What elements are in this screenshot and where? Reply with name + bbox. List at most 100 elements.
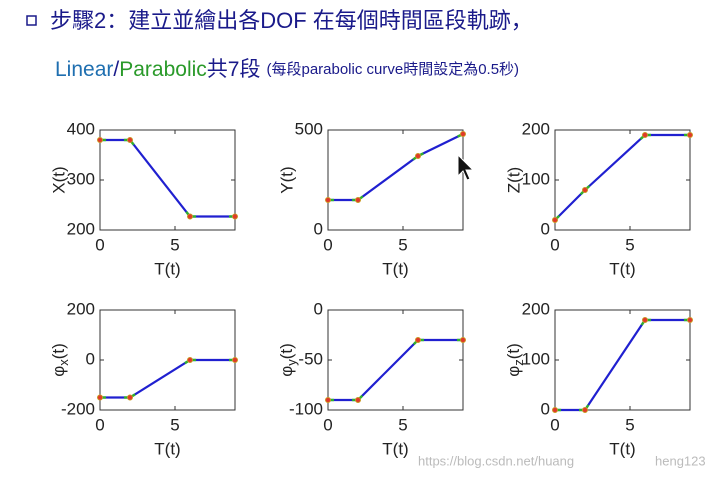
- y-tick-label: -50: [298, 349, 323, 368]
- x-tick-label: 5: [398, 415, 407, 434]
- knot-marker: [642, 131, 649, 138]
- x-axis-label: T(t): [382, 439, 408, 458]
- knot-marker: [414, 152, 421, 159]
- line: [555, 318, 690, 412]
- line: [328, 338, 463, 402]
- y-tick-label: 400: [67, 119, 95, 138]
- y-axis-label: φz(t): [504, 343, 526, 377]
- y-label-rest: (t): [504, 343, 523, 359]
- y-axis-label: φx(t): [49, 343, 71, 377]
- subtitle-linear: Linear: [55, 58, 113, 81]
- knot-marker: [582, 406, 589, 413]
- y-tick-label: 0: [314, 299, 323, 318]
- x-tick-label: 5: [625, 415, 634, 434]
- x-tick-label: 5: [170, 415, 179, 434]
- slide-title: 步驟2：建立並繪出各DOF 在每個時間區段軌跡，: [50, 8, 533, 33]
- x-tick-label: 0: [550, 235, 559, 254]
- chart: -100 -50 0 0 5 T(t) φy(t): [277, 299, 466, 458]
- y-label-subscript: x: [56, 359, 71, 366]
- line: [100, 358, 235, 399]
- y-label-subscript: z: [511, 359, 526, 366]
- line: [554, 133, 690, 221]
- plot-frame: [327, 309, 464, 411]
- y-axis-label: φy(t): [277, 343, 299, 377]
- x-tick-label: 0: [95, 415, 104, 434]
- x-tick-label: 5: [625, 235, 634, 254]
- y-label-symbol: φ: [277, 366, 296, 377]
- knot-marker: [582, 186, 589, 193]
- cursor: [457, 153, 475, 181]
- y-tick-label: 200: [522, 299, 550, 318]
- x-tick-label: 0: [550, 415, 559, 434]
- y-tick-label: 100: [522, 349, 550, 368]
- x-axis-label: T(t): [154, 439, 180, 458]
- line: [100, 138, 235, 218]
- knot-marker: [552, 406, 559, 413]
- knot-marker: [127, 136, 134, 143]
- knot-marker: [127, 394, 134, 401]
- y-label-rest: (t): [49, 343, 68, 359]
- y-tick-label: 0: [86, 349, 95, 368]
- knot-marker: [459, 336, 466, 343]
- y-tick-label: 200: [522, 119, 550, 138]
- y-tick-label: -200: [61, 399, 95, 418]
- y-tick-label: -100: [289, 399, 323, 418]
- subtitle-count: 共7段: [207, 58, 261, 81]
- knot-marker: [414, 336, 421, 343]
- knot-marker: [324, 396, 331, 403]
- knot-marker: [97, 394, 104, 401]
- y-label-symbol: φ: [504, 366, 523, 377]
- x-axis-label: T(t): [609, 259, 635, 278]
- y-axis-label: X(t): [49, 166, 68, 193]
- chart: 0 100 200 0 5 T(t) Z(t): [504, 119, 694, 278]
- plot-frame: [554, 129, 691, 231]
- chart: 0 500 0 5 T(t) Y(t): [277, 119, 466, 278]
- knot-marker: [687, 316, 694, 323]
- subtitle: Linear/Parabolic共7段 (每段parabolic curve時間設…: [55, 58, 519, 81]
- plot-frame: [99, 129, 236, 231]
- x-tick-label: 5: [170, 235, 179, 254]
- knot-marker: [186, 213, 193, 220]
- knot-marker: [354, 396, 361, 403]
- knot-marker: [354, 196, 361, 203]
- x-axis-label: T(t): [154, 259, 180, 278]
- x-axis-label: T(t): [609, 439, 635, 458]
- y-tick-label: 300: [67, 169, 95, 188]
- y-axis-label: Y(t): [277, 166, 296, 193]
- y-tick-label: 100: [522, 169, 550, 188]
- x-tick-label: 0: [323, 235, 332, 254]
- knot-marker: [552, 216, 559, 223]
- y-label-symbol: φ: [49, 366, 68, 377]
- y-label-rest: (t): [277, 343, 296, 359]
- subtitle-parabolic: Parabolic: [119, 58, 207, 81]
- watermark: https://blog.csdn.net/huang: [418, 453, 574, 468]
- x-tick-label: 0: [323, 415, 332, 434]
- plot-frame: [327, 129, 464, 231]
- y-tick-label: 200: [67, 219, 95, 238]
- knot-marker: [687, 131, 694, 138]
- subtitle-slash: /: [113, 58, 119, 81]
- knot-marker: [642, 316, 649, 323]
- knot-marker: [231, 356, 238, 363]
- chart: 0 100 200 0 5 T(t) φz(t): [504, 299, 694, 458]
- y-label-subscript: y: [284, 359, 299, 366]
- y-tick-label: 200: [67, 299, 95, 318]
- line: [328, 133, 464, 202]
- subtitle-note: (每段parabolic curve時間設定為0.5秒): [266, 61, 519, 78]
- watermark-end: heng123: [655, 453, 706, 468]
- x-axis-label: T(t): [382, 259, 408, 278]
- y-tick-label: 0: [541, 399, 550, 418]
- knot-marker: [97, 136, 104, 143]
- plot-frame: [554, 309, 691, 411]
- knot-marker: [459, 130, 466, 137]
- x-tick-label: 0: [95, 235, 104, 254]
- x-tick-label: 5: [398, 235, 407, 254]
- knot-marker: [186, 356, 193, 363]
- bullet: [26, 15, 37, 26]
- y-axis-label: Z(t): [504, 167, 523, 193]
- y-tick-label: 0: [314, 219, 323, 238]
- y-tick-label: 0: [541, 219, 550, 238]
- knot-marker: [324, 196, 331, 203]
